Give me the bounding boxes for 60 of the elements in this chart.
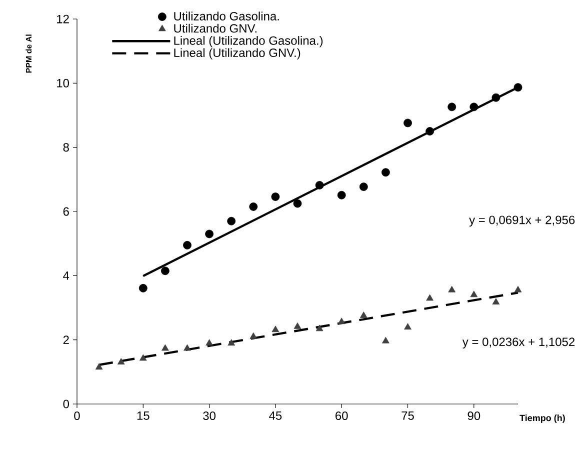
point — [337, 190, 346, 200]
point — [426, 294, 434, 301]
point — [492, 298, 500, 304]
y-tick-label: 0 — [63, 400, 70, 408]
point — [250, 332, 258, 339]
point — [228, 339, 236, 346]
x-tick-label: 0 — [74, 412, 80, 420]
y-tick-label: 2 — [63, 336, 69, 344]
legend-label: Lineal (Utilizando Gasolina.) — [174, 36, 323, 48]
y-tick-label: 6 — [63, 207, 69, 216]
x-tick-label: 90 — [468, 412, 480, 420]
point — [382, 336, 390, 344]
point — [359, 182, 368, 191]
point — [315, 180, 324, 190]
point — [162, 344, 169, 351]
x-tick-label: 75 — [402, 412, 414, 420]
point — [271, 192, 280, 201]
annotation: y = 0,0691x + 2,956 — [469, 216, 575, 227]
point — [338, 318, 346, 324]
point — [470, 290, 478, 298]
point — [426, 127, 434, 136]
point — [272, 326, 280, 332]
point — [293, 199, 302, 208]
y-tick-label: 12 — [57, 14, 69, 24]
point — [492, 93, 500, 102]
legend-label: Utilizando GNV. — [174, 24, 256, 33]
x-tick-label: 45 — [269, 412, 282, 420]
x-tick-label: 60 — [336, 412, 348, 420]
point — [139, 354, 147, 361]
point — [205, 230, 214, 238]
x-tick-label: 30 — [203, 412, 216, 420]
point — [138, 284, 148, 292]
point — [184, 344, 191, 351]
point — [448, 286, 456, 292]
point — [404, 118, 412, 128]
point — [382, 168, 390, 177]
point — [206, 339, 213, 346]
point — [514, 286, 522, 292]
annotation: y = 0,0236x + 1,1052 — [462, 338, 575, 348]
x-axis-title: Tiempo (h) — [520, 414, 565, 423]
point — [448, 102, 456, 112]
point — [249, 202, 258, 211]
point — [404, 323, 412, 330]
y-axis-title: PPM de Al — [26, 34, 32, 73]
point — [316, 324, 324, 332]
point — [294, 322, 302, 329]
point — [161, 266, 170, 276]
y-tick-label: 8 — [63, 143, 69, 152]
point — [470, 102, 478, 112]
point — [360, 312, 368, 318]
legend-label: Lineal (Utilizando GNV.) — [174, 48, 300, 60]
point — [117, 358, 125, 364]
point — [183, 240, 192, 250]
y-tick-label: 4 — [63, 272, 70, 280]
point — [227, 216, 236, 226]
x-tick-label: 15 — [137, 412, 150, 420]
y-tick-label: 10 — [57, 78, 70, 88]
point — [95, 363, 103, 370]
legend-label: Utilizando Gasolina. — [174, 12, 279, 20]
point — [514, 83, 522, 92]
